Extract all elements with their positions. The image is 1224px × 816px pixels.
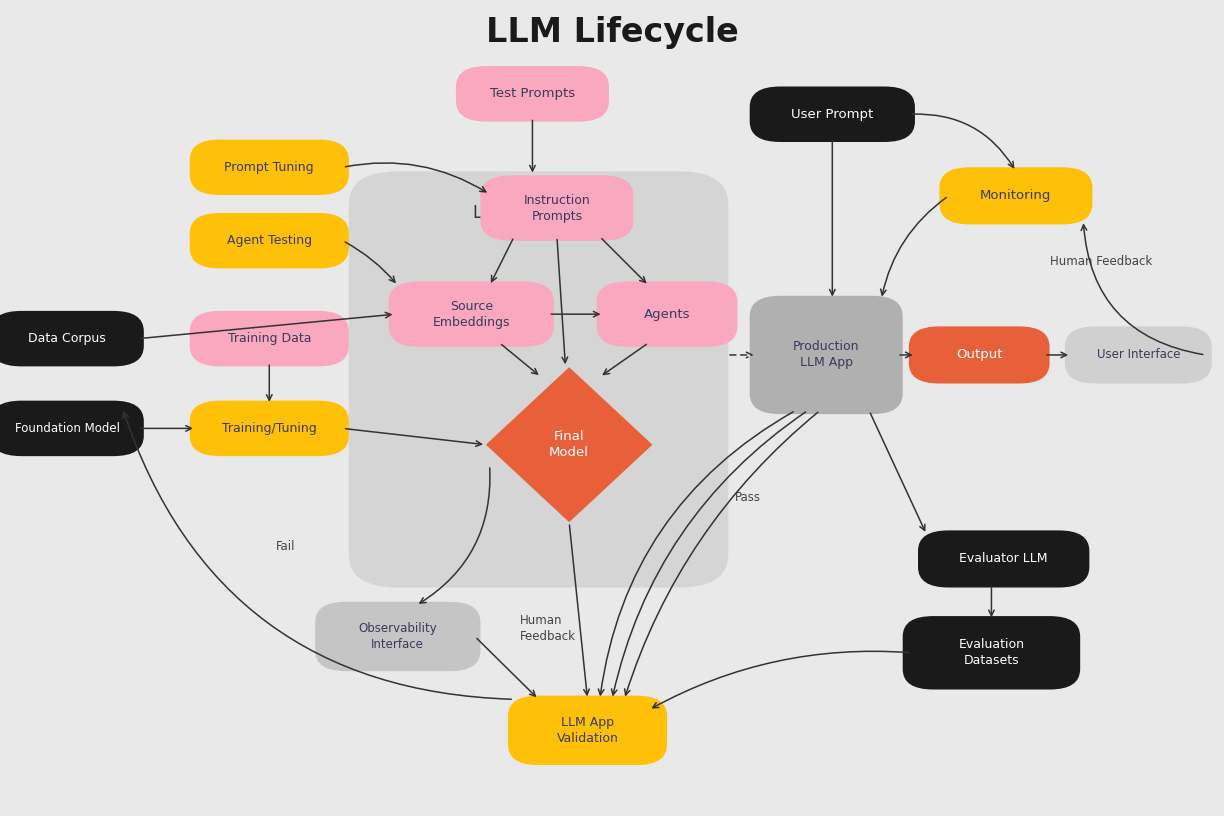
FancyBboxPatch shape xyxy=(1065,326,1212,384)
Text: Observability
Interface: Observability Interface xyxy=(359,622,437,651)
Text: Fail: Fail xyxy=(275,540,295,553)
FancyBboxPatch shape xyxy=(349,171,728,588)
FancyBboxPatch shape xyxy=(0,401,144,456)
Text: Data Corpus: Data Corpus xyxy=(28,332,106,345)
FancyBboxPatch shape xyxy=(190,401,349,456)
Text: Agent Testing: Agent Testing xyxy=(226,234,312,247)
Text: Human Feedback: Human Feedback xyxy=(1050,255,1153,268)
Text: Source
Embeddings: Source Embeddings xyxy=(432,299,510,329)
Text: Human
Feedback: Human Feedback xyxy=(520,614,577,643)
FancyBboxPatch shape xyxy=(749,296,903,415)
FancyBboxPatch shape xyxy=(455,66,608,122)
FancyBboxPatch shape xyxy=(190,213,349,268)
FancyBboxPatch shape xyxy=(190,140,349,195)
FancyBboxPatch shape xyxy=(918,530,1089,588)
Text: User Prompt: User Prompt xyxy=(791,108,874,121)
FancyBboxPatch shape xyxy=(908,326,1050,384)
Text: Final
Model: Final Model xyxy=(550,430,589,459)
Text: Evaluation
Datasets: Evaluation Datasets xyxy=(958,638,1024,667)
Text: Foundation Model: Foundation Model xyxy=(15,422,120,435)
FancyBboxPatch shape xyxy=(480,175,634,241)
FancyBboxPatch shape xyxy=(316,602,480,671)
Text: Training Data: Training Data xyxy=(228,332,311,345)
Text: Output: Output xyxy=(956,348,1002,361)
Text: Production
LLM App: Production LLM App xyxy=(793,340,859,370)
Text: User Interface: User Interface xyxy=(1097,348,1180,361)
Text: Evaluator LLM: Evaluator LLM xyxy=(960,552,1048,565)
Text: Test Prompts: Test Prompts xyxy=(490,87,575,100)
FancyBboxPatch shape xyxy=(903,616,1081,690)
Text: Training/Tuning: Training/Tuning xyxy=(222,422,317,435)
Text: Monitoring: Monitoring xyxy=(980,189,1051,202)
Text: Prompt Tuning: Prompt Tuning xyxy=(224,161,315,174)
Polygon shape xyxy=(486,367,652,522)
Text: LLM Application: LLM Application xyxy=(474,204,603,222)
Text: LLM Lifecycle: LLM Lifecycle xyxy=(486,16,738,49)
FancyBboxPatch shape xyxy=(597,282,737,347)
FancyBboxPatch shape xyxy=(0,311,144,366)
FancyBboxPatch shape xyxy=(190,311,349,366)
FancyBboxPatch shape xyxy=(389,282,553,347)
Text: Instruction
Prompts: Instruction Prompts xyxy=(524,193,590,223)
Text: Pass: Pass xyxy=(734,491,760,504)
Text: Agents: Agents xyxy=(644,308,690,321)
FancyBboxPatch shape xyxy=(508,695,667,765)
FancyBboxPatch shape xyxy=(749,86,916,142)
FancyBboxPatch shape xyxy=(940,167,1092,224)
Text: LLM App
Validation: LLM App Validation xyxy=(557,716,618,745)
